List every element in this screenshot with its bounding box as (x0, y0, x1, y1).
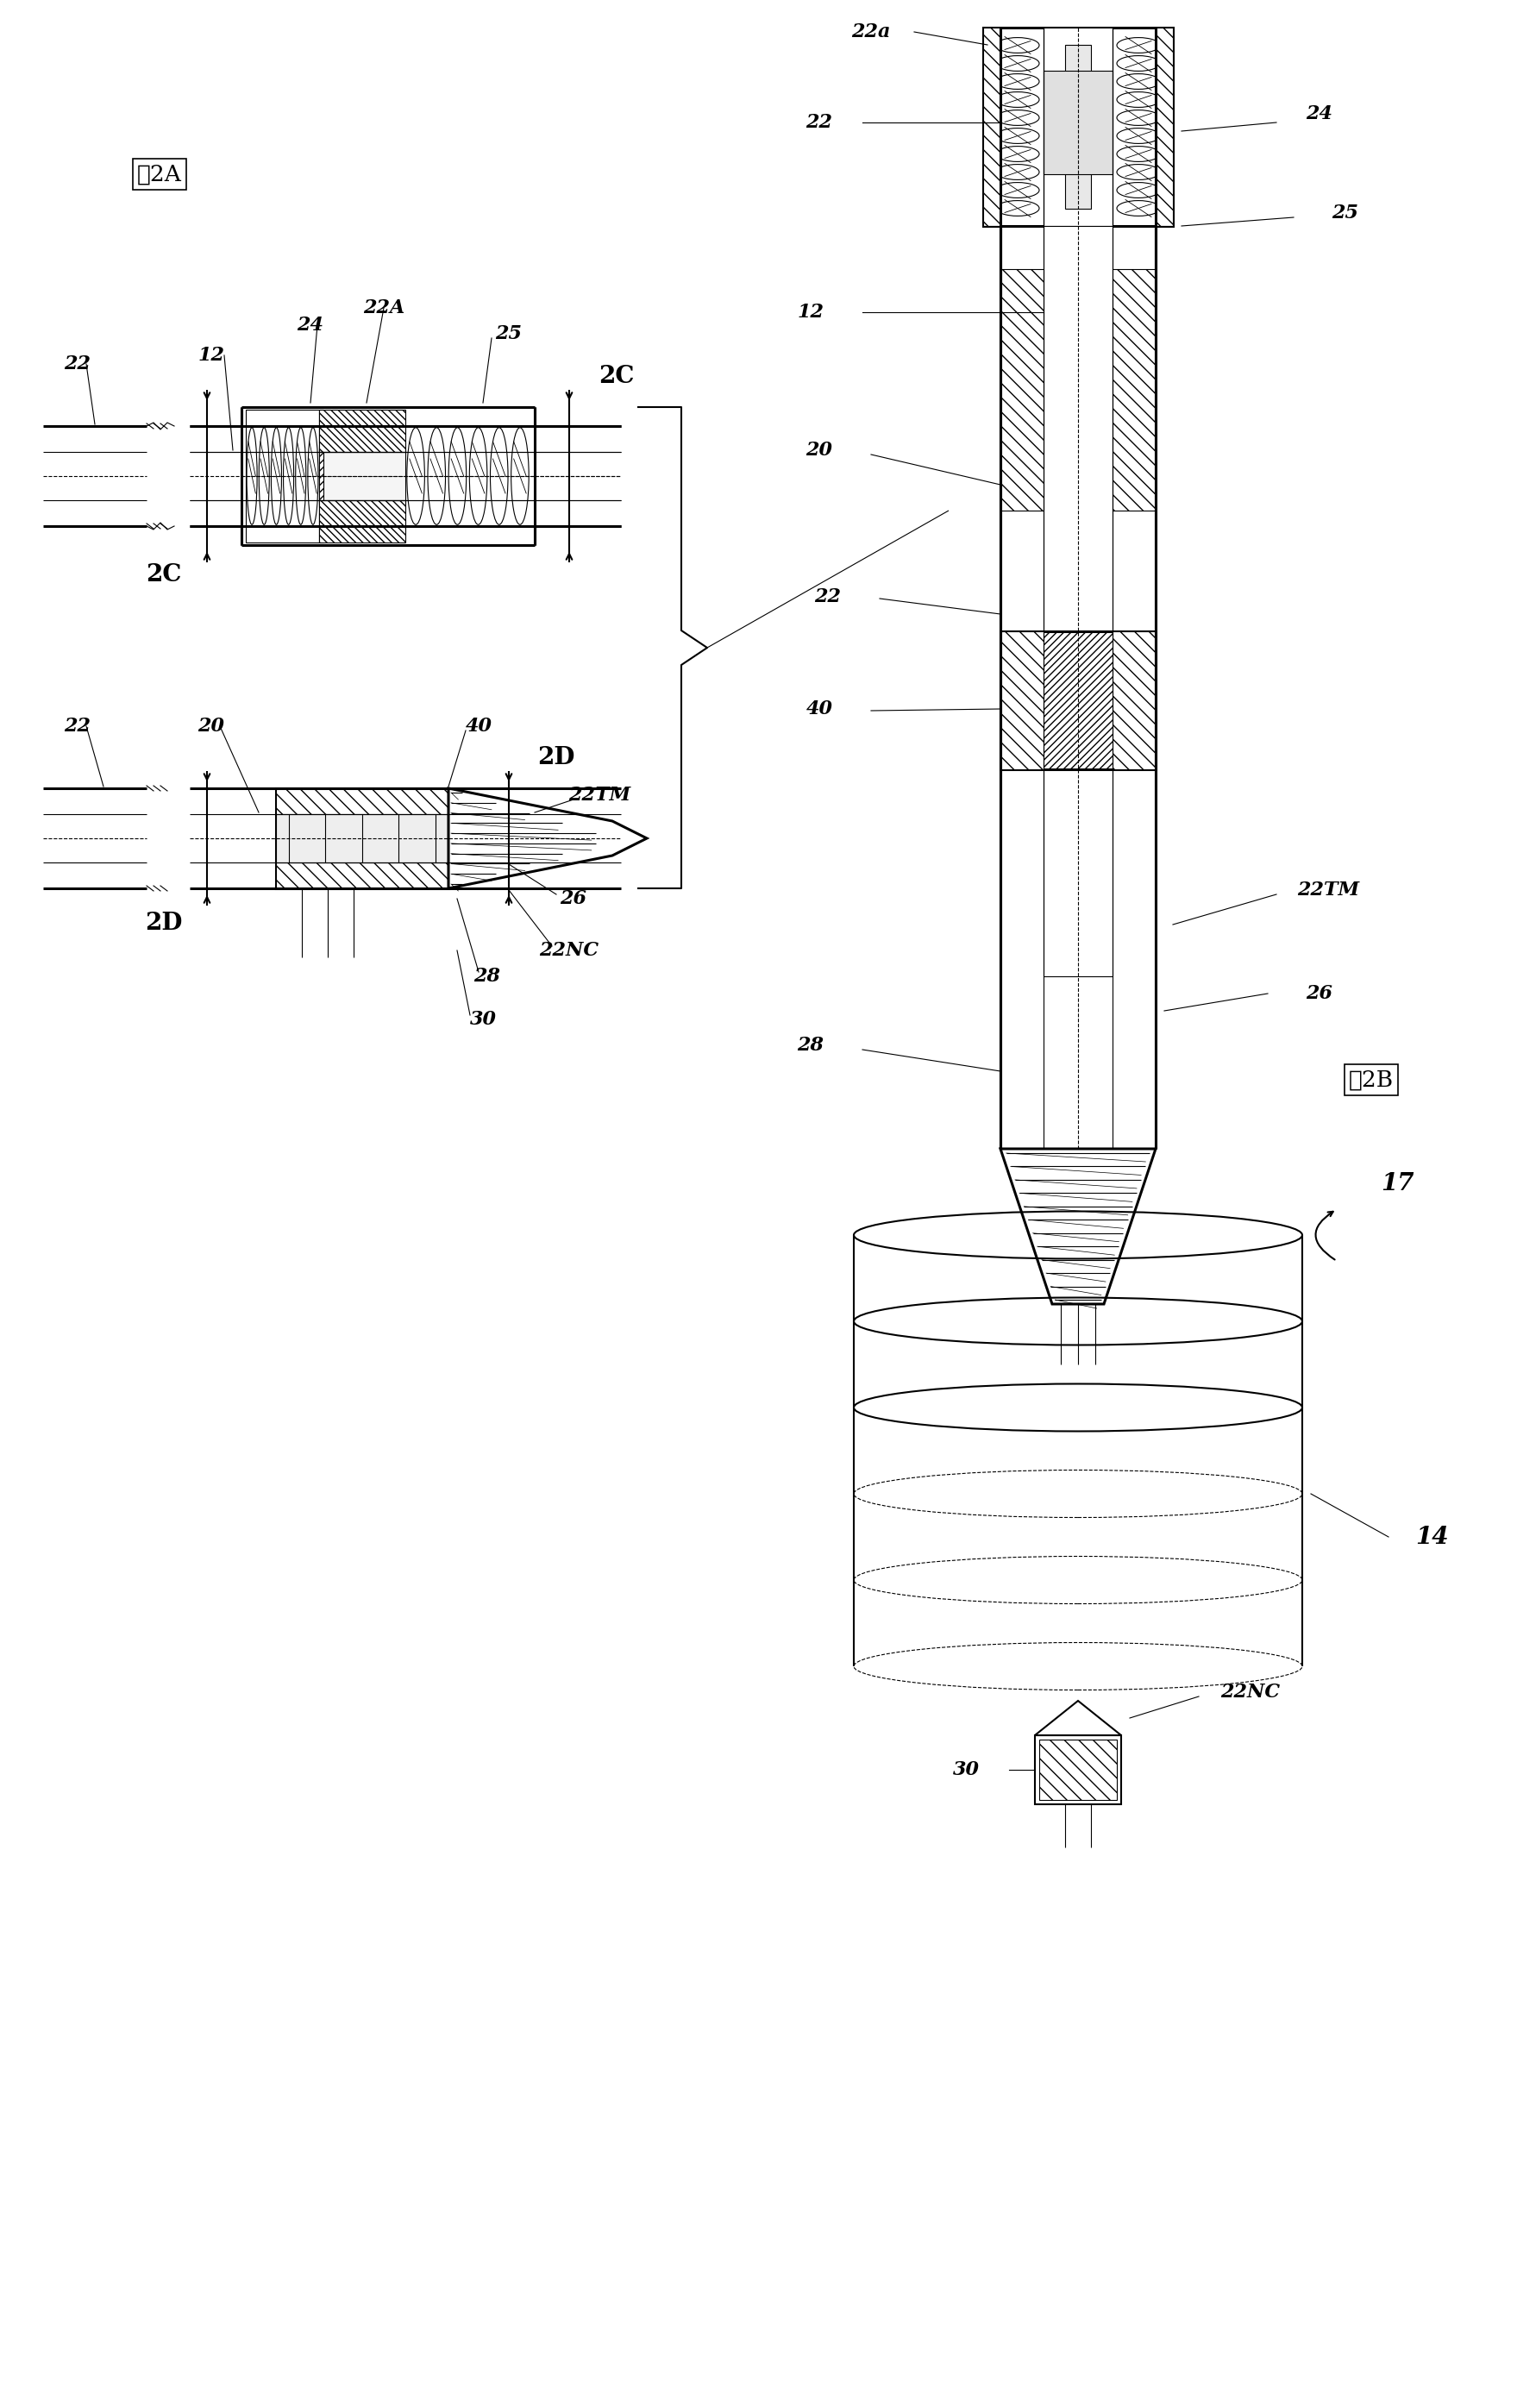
Ellipse shape (1117, 128, 1161, 144)
Text: 20: 20 (197, 718, 225, 737)
Text: 22A: 22A (363, 299, 405, 318)
Bar (276, 814, 449, 862)
Text: 28: 28 (473, 968, 501, 985)
Ellipse shape (997, 200, 1039, 217)
Bar (1044, 70, 1112, 173)
Ellipse shape (428, 429, 446, 525)
Ellipse shape (1117, 39, 1161, 53)
Text: 22: 22 (815, 588, 842, 607)
Bar (319, 409, 405, 453)
Text: 14: 14 (1415, 1524, 1449, 1548)
Text: 12: 12 (798, 303, 824, 323)
Bar (319, 409, 323, 542)
Bar (1065, 46, 1091, 209)
Text: 22: 22 (64, 354, 91, 373)
Text: 40: 40 (806, 698, 833, 718)
Ellipse shape (997, 111, 1039, 125)
Text: 22TM: 22TM (1297, 881, 1359, 901)
Ellipse shape (259, 429, 270, 525)
Text: 22NC: 22NC (540, 942, 599, 961)
Text: 28: 28 (798, 1035, 824, 1055)
Text: 25: 25 (496, 325, 522, 344)
Ellipse shape (997, 147, 1039, 161)
Ellipse shape (511, 429, 529, 525)
Bar (1039, 1739, 1117, 1799)
Bar (1000, 270, 1044, 510)
Ellipse shape (997, 164, 1039, 181)
Text: 22TM: 22TM (569, 785, 631, 804)
Bar (319, 501, 405, 542)
Ellipse shape (1117, 147, 1161, 161)
Bar (1035, 1736, 1121, 1804)
Text: 17: 17 (1380, 1173, 1414, 1194)
Bar (276, 787, 449, 889)
Text: 30: 30 (953, 1760, 980, 1780)
Bar (1112, 631, 1156, 768)
Bar (1044, 26, 1112, 226)
Ellipse shape (997, 75, 1039, 89)
Text: 图2A: 图2A (137, 164, 182, 185)
Text: 12: 12 (197, 347, 225, 366)
Ellipse shape (1117, 75, 1161, 89)
Text: 22a: 22a (851, 22, 890, 41)
Bar (1044, 226, 1112, 975)
Text: 30: 30 (470, 1009, 496, 1028)
Text: 24: 24 (1306, 104, 1333, 123)
Text: 图2B: 图2B (1349, 1069, 1394, 1091)
Text: 40: 40 (466, 718, 492, 737)
Polygon shape (1035, 1700, 1121, 1736)
Text: 26: 26 (560, 889, 587, 908)
Bar (1112, 270, 1156, 510)
Ellipse shape (1117, 183, 1161, 197)
Text: 26: 26 (1306, 985, 1333, 1004)
Ellipse shape (997, 183, 1039, 197)
Ellipse shape (308, 429, 319, 525)
Bar (319, 450, 405, 501)
Bar (983, 26, 1000, 226)
Ellipse shape (997, 55, 1039, 72)
Text: 24: 24 (297, 315, 323, 335)
Polygon shape (1000, 1149, 1156, 1305)
Bar (1156, 26, 1173, 226)
Ellipse shape (1117, 111, 1161, 125)
Text: 22: 22 (806, 113, 833, 132)
Ellipse shape (1117, 55, 1161, 72)
Ellipse shape (997, 92, 1039, 108)
Bar (1000, 631, 1044, 768)
Ellipse shape (1117, 92, 1161, 108)
Ellipse shape (296, 429, 306, 525)
Text: 25: 25 (1332, 205, 1359, 222)
Ellipse shape (997, 39, 1039, 53)
Text: 22NC: 22NC (1221, 1683, 1280, 1702)
Bar (246, 409, 319, 542)
Polygon shape (449, 787, 646, 889)
Text: 20: 20 (806, 441, 833, 460)
Ellipse shape (469, 429, 487, 525)
Text: 2D: 2D (537, 746, 575, 771)
Ellipse shape (449, 429, 466, 525)
Text: 2C: 2C (599, 366, 634, 388)
Bar (276, 787, 449, 814)
Ellipse shape (247, 429, 256, 525)
Bar (983, 26, 1173, 226)
Ellipse shape (997, 128, 1039, 144)
Bar (1000, 631, 1156, 768)
Ellipse shape (272, 429, 282, 525)
Text: 22: 22 (64, 718, 91, 737)
Ellipse shape (407, 429, 425, 525)
Bar (276, 862, 449, 889)
Ellipse shape (490, 429, 508, 525)
Ellipse shape (284, 429, 294, 525)
Text: 2C: 2C (146, 563, 182, 588)
Text: 2D: 2D (146, 910, 182, 934)
Ellipse shape (1117, 164, 1161, 181)
Ellipse shape (1117, 200, 1161, 217)
